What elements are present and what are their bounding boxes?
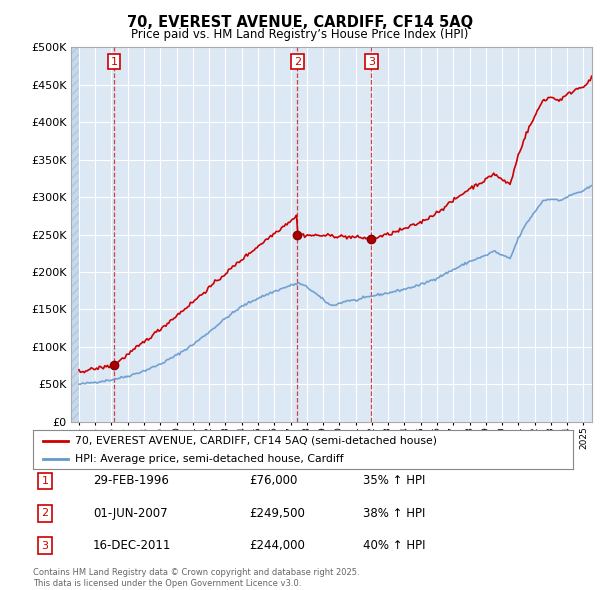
Text: £76,000: £76,000 [249,474,298,487]
Text: 1: 1 [110,57,118,67]
Text: 38% ↑ HPI: 38% ↑ HPI [363,507,425,520]
Text: 3: 3 [368,57,375,67]
Text: 2: 2 [294,57,301,67]
Text: 3: 3 [41,541,49,550]
Text: 70, EVEREST AVENUE, CARDIFF, CF14 5AQ (semi-detached house): 70, EVEREST AVENUE, CARDIFF, CF14 5AQ (s… [75,435,437,445]
Text: 1: 1 [41,476,49,486]
Text: 29-FEB-1996: 29-FEB-1996 [93,474,169,487]
Text: HPI: Average price, semi-detached house, Cardiff: HPI: Average price, semi-detached house,… [75,454,344,464]
Text: Contains HM Land Registry data © Crown copyright and database right 2025.
This d: Contains HM Land Registry data © Crown c… [33,568,359,588]
Text: 70, EVEREST AVENUE, CARDIFF, CF14 5AQ: 70, EVEREST AVENUE, CARDIFF, CF14 5AQ [127,15,473,30]
Text: 40% ↑ HPI: 40% ↑ HPI [363,539,425,552]
Text: £244,000: £244,000 [249,539,305,552]
Text: Price paid vs. HM Land Registry’s House Price Index (HPI): Price paid vs. HM Land Registry’s House … [131,28,469,41]
Text: £249,500: £249,500 [249,507,305,520]
Bar [71,47,79,422]
Text: 16-DEC-2011: 16-DEC-2011 [93,539,172,552]
Text: 2: 2 [41,509,49,518]
Text: 01-JUN-2007: 01-JUN-2007 [93,507,167,520]
Text: 35% ↑ HPI: 35% ↑ HPI [363,474,425,487]
